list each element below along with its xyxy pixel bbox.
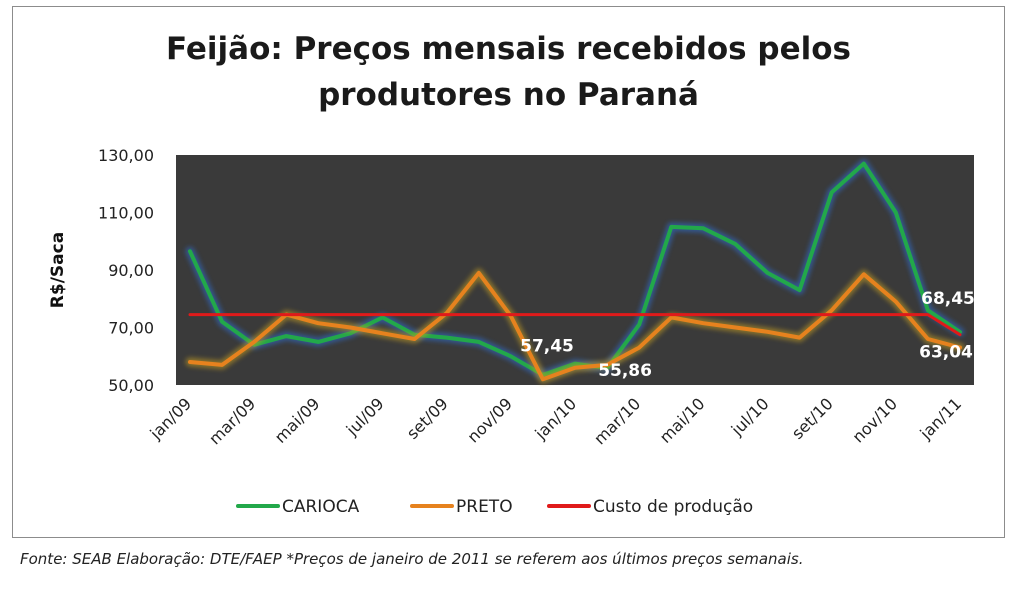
x-tick-label: mar/10 <box>590 394 644 448</box>
x-tick-label: set/09 <box>403 394 452 443</box>
x-axis: jan/09 mar/09 mai/09 jul/09 set/09 nov/09 jan/… <box>146 394 966 448</box>
series-lines <box>185 159 965 384</box>
x-tick-label: jan/09 <box>146 394 196 444</box>
chart-title: Feijão: Preços mensais recebidos pelos p… <box>12 26 1005 118</box>
x-tick-label: set/10 <box>788 394 837 443</box>
chart-title-line-1: Feijão: Preços mensais recebidos pelos <box>165 31 852 67</box>
x-tick-label: jul/09 <box>342 394 388 440</box>
y-axis-label: R$/Saca <box>48 232 68 308</box>
y-tick-label: 110,00 <box>98 204 154 223</box>
x-tick-label: mar/09 <box>205 394 259 448</box>
y-tick-label: 50,00 <box>108 376 154 395</box>
legend-label: Custo de produção <box>593 497 753 517</box>
y-tick-label: 70,00 <box>108 319 154 338</box>
data-labels: 57,45 55,86 68,45 63,04 <box>520 289 975 381</box>
y-tick-label: 130,00 <box>98 146 154 165</box>
data-label: 57,45 <box>520 337 574 357</box>
x-tick-label: jan/10 <box>531 394 581 444</box>
legend: CARIOCA PRETO Custo de produção <box>236 497 753 517</box>
legend-label: PRETO <box>456 497 513 517</box>
x-tick-label: mai/09 <box>271 394 324 447</box>
x-tick-label: jul/10 <box>727 394 773 440</box>
source-footnote: Fonte: SEAB Elaboração: DTE/FAEP *Preços… <box>20 550 804 568</box>
y-axis: 50,00 70,00 90,00 110,00 130,00 <box>98 146 154 395</box>
y-tick-label: 90,00 <box>108 261 154 280</box>
data-label: 55,86 <box>598 361 652 381</box>
x-tick-label: jan/11 <box>916 394 966 444</box>
x-tick-label: nov/09 <box>464 394 516 446</box>
data-label: 68,45 <box>921 289 975 309</box>
legend-label: CARIOCA <box>282 497 360 517</box>
plot-area <box>176 155 974 385</box>
series-line-preto <box>188 270 962 382</box>
x-tick-label: mai/10 <box>656 394 709 447</box>
data-label: 63,04 <box>919 343 973 363</box>
x-tick-label: nov/10 <box>849 394 901 446</box>
chart-title-line-2: produtores no Paraná <box>318 77 699 113</box>
series-line-custo-de-producao <box>188 313 962 337</box>
line-chart: 50,00 70,00 90,00 110,00 130,00 jan/09 mar/09… <box>48 146 975 517</box>
